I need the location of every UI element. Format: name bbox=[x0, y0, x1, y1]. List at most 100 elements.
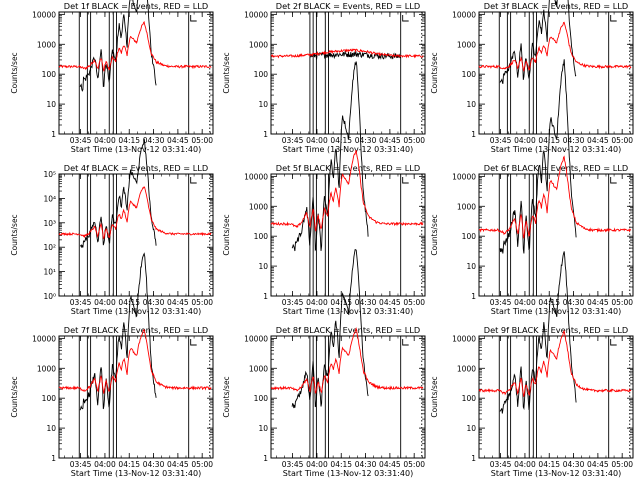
lld-series-line bbox=[270, 48, 424, 59]
y-tick-label: 1000 bbox=[457, 364, 476, 373]
x-tick-label: 04:15 bbox=[538, 460, 560, 469]
events-series-line bbox=[499, 0, 577, 84]
x-tick-label: 04:45 bbox=[167, 136, 189, 145]
panel-title: Det 5f BLACK = Events, RED = LLD bbox=[276, 163, 420, 173]
x-tick-label: 05:00 bbox=[191, 136, 213, 145]
x-tick-label: 03:45 bbox=[490, 298, 512, 307]
plot-frame bbox=[478, 173, 634, 297]
x-tick-label: 04:30 bbox=[563, 136, 585, 145]
y-tick-label: 1 bbox=[263, 130, 268, 139]
x-tick-label: 04:45 bbox=[379, 298, 401, 307]
y-tick-label: 100 bbox=[462, 70, 477, 79]
y-tick-label: 100 bbox=[462, 394, 477, 403]
x-tick-label: 04:45 bbox=[379, 136, 401, 145]
panel-title: Det 9f BLACK = Events, RED = LLD bbox=[484, 325, 628, 335]
y-tick-label: 1 bbox=[471, 292, 476, 301]
x-tick-label: 05:00 bbox=[611, 298, 633, 307]
y-tick-label: 1000 bbox=[457, 40, 476, 49]
lld-series-line bbox=[58, 20, 212, 72]
y-tick-label: 100 bbox=[42, 394, 57, 403]
plot-frame bbox=[478, 11, 634, 135]
x-axis-label: Start Time (13-Nov-12 03:31:40) bbox=[491, 469, 621, 478]
panel-det-5f: Det 5f BLACK = Events, RED = LLD Counts/s… bbox=[222, 61, 426, 316]
x-tick-label: 04:00 bbox=[306, 460, 328, 469]
x-tick-label: 04:30 bbox=[143, 460, 165, 469]
y-axis-label: Counts/sec bbox=[222, 52, 231, 93]
x-tick-label: 04:45 bbox=[587, 136, 609, 145]
x-axis-label: Start Time (13-Nov-12 03:31:40) bbox=[71, 469, 201, 478]
x-tick-label: 04:00 bbox=[514, 460, 536, 469]
y-axis-label: Counts/sec bbox=[10, 52, 19, 93]
x-tick-label: 04:00 bbox=[306, 136, 328, 145]
plot-frame bbox=[58, 173, 214, 297]
corner-marker bbox=[402, 15, 409, 22]
y-tick-label: 1 bbox=[471, 130, 476, 139]
x-tick-label: 03:45 bbox=[282, 136, 304, 145]
x-tick-label: 04:30 bbox=[563, 298, 585, 307]
x-tick-label: 04:15 bbox=[330, 460, 352, 469]
plot-frame bbox=[58, 335, 214, 459]
y-tick-label: 10¹ bbox=[43, 268, 56, 277]
panel-det-7f: Det 7f BLACK = Events, RED = LLD Counts/s… bbox=[10, 252, 214, 478]
panel-det-3f: Det 3f BLACK = Events, RED = LLD Counts/s… bbox=[430, 0, 634, 154]
y-tick-label: 10 bbox=[466, 100, 476, 109]
y-tick-label: 10000 bbox=[452, 334, 476, 343]
x-tick-label: 04:15 bbox=[118, 136, 140, 145]
events-series-line bbox=[79, 138, 157, 248]
y-axis-label: Counts/sec bbox=[222, 214, 231, 255]
plot-frame bbox=[270, 173, 426, 297]
x-axis-label: Start Time (13-Nov-12 03:31:40) bbox=[283, 469, 413, 478]
y-tick-label: 1 bbox=[263, 454, 268, 463]
lld-series-line bbox=[478, 329, 632, 397]
y-tick-label: 1000 bbox=[249, 202, 268, 211]
y-tick-label: 10⁴ bbox=[43, 194, 56, 203]
y-tick-label: 1000 bbox=[37, 364, 56, 373]
y-axis-label: Counts/sec bbox=[10, 376, 19, 417]
corner-marker bbox=[402, 339, 409, 346]
y-tick-label: 10 bbox=[46, 100, 56, 109]
y-tick-label: 100 bbox=[462, 232, 477, 241]
y-tick-label: 10000 bbox=[452, 172, 476, 181]
corner-marker bbox=[190, 339, 197, 346]
lld-series-line bbox=[478, 21, 632, 72]
y-tick-label: 10000 bbox=[244, 172, 268, 181]
x-axis-label: Start Time (13-Nov-12 03:31:40) bbox=[71, 145, 201, 154]
y-tick-label: 10 bbox=[466, 424, 476, 433]
y-tick-label: 100 bbox=[254, 394, 269, 403]
x-tick-label: 04:15 bbox=[118, 298, 140, 307]
lld-series-line bbox=[58, 329, 212, 394]
y-tick-label: 10 bbox=[466, 262, 476, 271]
y-tick-label: 100 bbox=[42, 70, 57, 79]
y-tick-label: 10² bbox=[43, 243, 56, 252]
plot-frame bbox=[270, 335, 426, 459]
x-axis-label: Start Time (13-Nov-12 03:31:40) bbox=[283, 145, 413, 154]
x-tick-label: 03:45 bbox=[70, 136, 92, 145]
y-tick-label: 10 bbox=[258, 424, 268, 433]
y-axis-label: Counts/sec bbox=[222, 376, 231, 417]
panel-title: Det 8f BLACK = Events, RED = LLD bbox=[276, 325, 420, 335]
panel-det-6f: Det 6f BLACK = Events, RED = LLD Counts/s… bbox=[430, 59, 634, 316]
x-tick-label: 05:00 bbox=[403, 136, 425, 145]
x-tick-label: 04:15 bbox=[538, 298, 560, 307]
y-tick-label: 100 bbox=[254, 232, 269, 241]
x-axis-label: Start Time (13-Nov-12 03:31:40) bbox=[491, 307, 621, 316]
y-tick-label: 100 bbox=[254, 70, 269, 79]
panel-det-4f: Det 4f BLACK = Events, RED = LLD Counts/s… bbox=[10, 138, 214, 316]
plot-frame bbox=[270, 11, 426, 135]
lld-series-line bbox=[270, 326, 424, 394]
corner-marker bbox=[190, 177, 197, 184]
y-tick-label: 10 bbox=[258, 262, 268, 271]
events-series-line bbox=[499, 59, 577, 254]
y-tick-label: 1 bbox=[263, 292, 268, 301]
y-tick-label: 1000 bbox=[249, 40, 268, 49]
y-axis-label: Counts/sec bbox=[10, 214, 19, 255]
corner-marker bbox=[610, 15, 617, 22]
x-tick-label: 05:00 bbox=[403, 298, 425, 307]
panel-title: Det 3f BLACK = Events, RED = LLD bbox=[484, 1, 628, 11]
x-tick-label: 05:00 bbox=[611, 460, 633, 469]
panel-det-8f: Det 8f BLACK = Events, RED = LLD Counts/s… bbox=[222, 249, 426, 478]
x-tick-label: 03:45 bbox=[70, 298, 92, 307]
x-tick-label: 04:30 bbox=[563, 460, 585, 469]
x-tick-label: 03:45 bbox=[282, 460, 304, 469]
x-tick-label: 04:45 bbox=[587, 460, 609, 469]
